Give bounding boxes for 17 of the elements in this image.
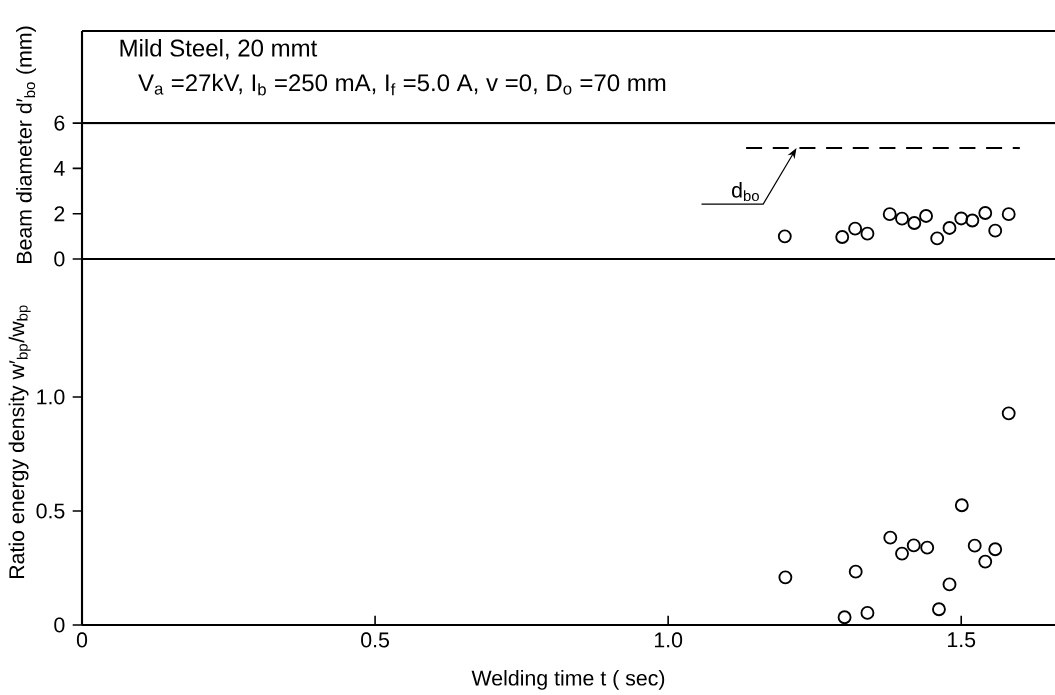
y-tick-label: 4 bbox=[53, 161, 65, 176]
x-tick-label: 1.5 bbox=[948, 632, 976, 648]
annotation: d$_{bo}$ bbox=[732, 182, 759, 202]
y-axis-title: Ratio energy density w′$_{bp}$/w$_{bp}$ bbox=[8, 305, 31, 579]
x-tick-label: 0 bbox=[76, 632, 88, 648]
y-tick-label: 2 bbox=[54, 206, 65, 222]
text: V$_{a}$ =27kV, I$_{b}$ =250 mA, I$_{f}$ =5.0 A, v =0, D$_{o}$ =70 mm bbox=[138, 73, 666, 96]
y-tick-label: 1.0 bbox=[37, 389, 65, 405]
x-tick-label: 0.5 bbox=[361, 632, 389, 648]
y-tick-label: 6 bbox=[54, 115, 65, 131]
x-axis-title: Welding time t ( sec) bbox=[471, 669, 665, 690]
y-axis-title: Beam diameter d′$_{bo}$ (mm) bbox=[16, 26, 36, 263]
y-tick-label: 0.5 bbox=[36, 503, 65, 519]
y-tick-label: 0 bbox=[54, 251, 65, 267]
y-tick-label: 0 bbox=[54, 617, 65, 633]
chart-title: Mild Steel, 20 mmt bbox=[120, 38, 318, 60]
x-tick-label: 1.0 bbox=[654, 632, 683, 648]
